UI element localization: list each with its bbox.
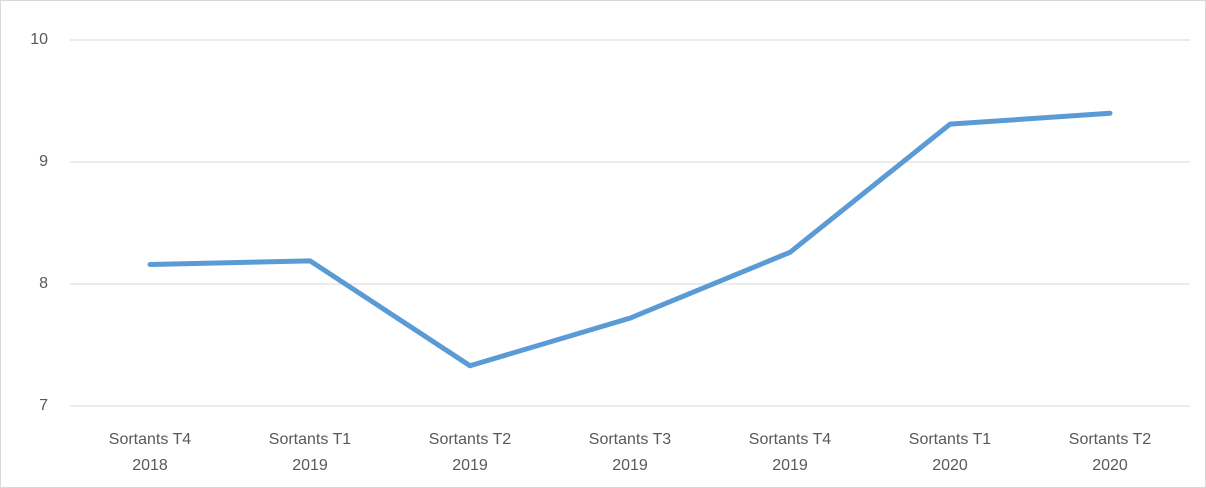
data-line [147, 110, 1113, 369]
y-tick-label: 8 [39, 275, 48, 292]
x-tick-label: Sortants T2 2019 [429, 431, 512, 474]
x-tick-label: Sortants T4 2018 [109, 431, 192, 474]
x-tick-label: Sortants T4 2019 [749, 431, 832, 474]
y-tick-label: 7 [39, 397, 48, 414]
x-tick-label: Sortants T3 2019 [589, 431, 672, 474]
x-tick-label: Sortants T1 2019 [269, 431, 352, 474]
x-tick-label: Sortants T1 2020 [909, 431, 992, 474]
x-tick-label: Sortants T2 2020 [1069, 431, 1152, 474]
y-tick-label: 10 [30, 31, 48, 48]
y-tick-label: 9 [39, 153, 48, 170]
